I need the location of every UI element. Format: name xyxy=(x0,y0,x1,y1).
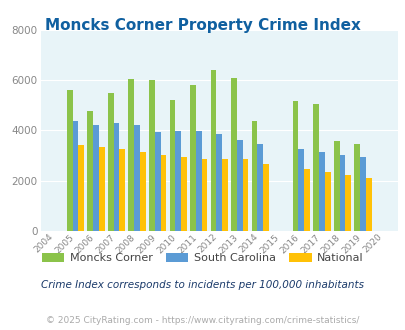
Bar xyxy=(190,85,195,231)
Bar xyxy=(230,78,236,231)
Bar xyxy=(169,100,175,231)
Bar xyxy=(93,125,99,231)
Text: Crime Index corresponds to incidents per 100,000 inhabitants: Crime Index corresponds to incidents per… xyxy=(41,280,364,290)
Bar xyxy=(140,152,145,231)
Bar xyxy=(99,147,104,231)
Bar xyxy=(72,121,78,231)
Bar xyxy=(119,149,125,231)
Bar xyxy=(354,144,359,231)
Bar xyxy=(108,93,113,231)
Bar xyxy=(298,149,303,231)
Bar xyxy=(318,152,324,231)
Bar xyxy=(365,178,371,231)
Bar xyxy=(113,123,119,231)
Bar xyxy=(195,131,201,231)
Bar xyxy=(257,144,262,231)
Bar xyxy=(303,169,309,231)
Bar xyxy=(87,112,93,231)
Bar xyxy=(201,158,207,231)
Bar xyxy=(262,164,268,231)
Bar xyxy=(345,175,350,231)
Bar xyxy=(128,79,134,231)
Bar xyxy=(333,141,339,231)
Bar xyxy=(251,121,257,231)
Bar xyxy=(216,134,222,231)
Bar xyxy=(149,80,154,231)
Bar xyxy=(359,157,365,231)
Text: © 2025 CityRating.com - https://www.cityrating.com/crime-statistics/: © 2025 CityRating.com - https://www.city… xyxy=(46,315,359,325)
Bar xyxy=(134,125,140,231)
Bar xyxy=(181,157,186,231)
Bar xyxy=(339,155,345,231)
Bar xyxy=(242,158,248,231)
Bar xyxy=(160,155,166,231)
Bar xyxy=(78,145,84,231)
Bar xyxy=(67,90,72,231)
Bar xyxy=(210,70,216,231)
Bar xyxy=(154,132,160,231)
Bar xyxy=(175,131,181,231)
Bar xyxy=(292,101,298,231)
Bar xyxy=(324,172,330,231)
Bar xyxy=(236,141,242,231)
Bar xyxy=(313,104,318,231)
Bar xyxy=(222,159,227,231)
Legend: Moncks Corner, South Carolina, National: Moncks Corner, South Carolina, National xyxy=(38,248,367,268)
Text: Moncks Corner Property Crime Index: Moncks Corner Property Crime Index xyxy=(45,18,360,33)
